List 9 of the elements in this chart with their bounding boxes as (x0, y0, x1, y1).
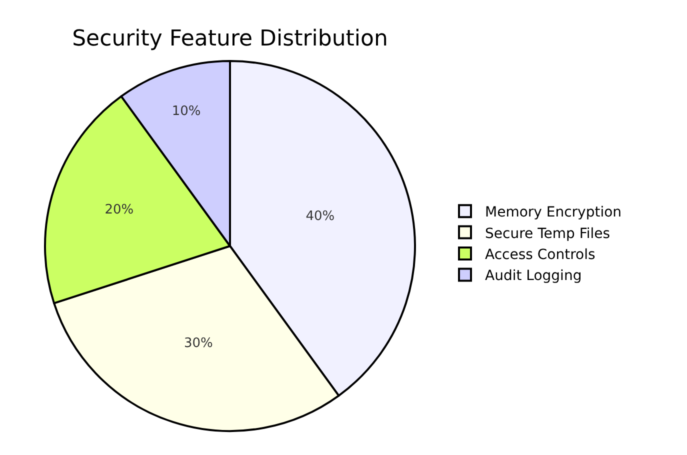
data-label: 20% (104, 202, 134, 218)
data-label: 10% (172, 104, 201, 120)
legend-label: Audit Logging (485, 268, 582, 284)
chart-title: Security Feature Distribution (72, 26, 388, 52)
legend-label: Secure Temp Files (485, 226, 610, 242)
data-label: 40% (306, 209, 335, 224)
data-label: 30% (184, 336, 213, 351)
legend-label: Memory Encryption (485, 204, 622, 221)
legend-label: Access Controls (485, 246, 596, 263)
